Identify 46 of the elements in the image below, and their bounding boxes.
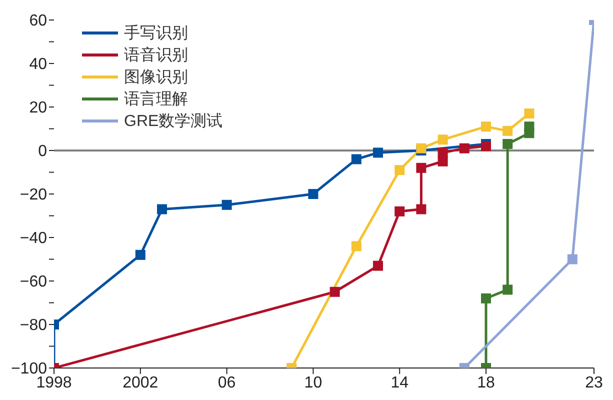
point — [524, 122, 534, 132]
y-tick-label: 40 — [29, 56, 48, 74]
x-tick-label: 10 — [304, 374, 322, 392]
legend-label: 语音识别 — [124, 46, 188, 66]
point — [481, 141, 491, 152]
point — [416, 204, 426, 214]
point — [373, 260, 383, 271]
point — [308, 189, 318, 199]
x-tick-label: 06 — [218, 374, 236, 392]
point — [567, 254, 578, 264]
point — [222, 200, 232, 210]
x-tick-label: 23 — [585, 374, 603, 392]
point — [157, 204, 167, 214]
legend-label: GRE数学测试 — [124, 112, 223, 132]
y-tick-label: −20 — [20, 186, 48, 204]
point — [394, 206, 405, 216]
legend-label: 手写识别 — [124, 24, 188, 44]
legend-label: 语言理解 — [124, 90, 188, 110]
point — [502, 126, 513, 136]
point — [373, 148, 383, 158]
point — [438, 148, 448, 158]
point — [438, 156, 448, 166]
y-tick-label: 20 — [29, 100, 48, 117]
point — [438, 134, 448, 145]
y-tick-label: −60 — [20, 274, 48, 291]
point — [481, 122, 491, 132]
point — [135, 250, 146, 260]
y-tick-label: −80 — [20, 317, 48, 334]
point — [481, 293, 491, 304]
x-tick-label: 14 — [390, 374, 409, 392]
point — [330, 286, 340, 297]
y-tick-label: −40 — [20, 230, 48, 248]
point — [524, 108, 534, 119]
point — [502, 284, 513, 295]
point — [394, 165, 405, 176]
point — [459, 143, 470, 154]
y-tick-label: 0 — [38, 143, 48, 160]
point — [502, 138, 513, 149]
point — [351, 154, 362, 164]
x-tick-label: 18 — [477, 374, 495, 392]
point — [416, 162, 426, 173]
x-tick-label: 2002 — [122, 374, 158, 392]
point — [351, 241, 362, 252]
y-tick-label: 60 — [29, 12, 48, 30]
legend-label: 图像识别 — [124, 68, 188, 88]
point — [416, 143, 426, 154]
